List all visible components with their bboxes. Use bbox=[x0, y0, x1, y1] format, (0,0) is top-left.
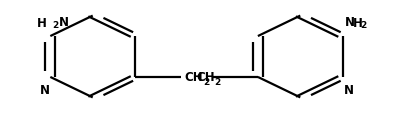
Text: 2: 2 bbox=[360, 21, 367, 30]
Text: 2: 2 bbox=[203, 77, 209, 86]
Text: H: H bbox=[37, 17, 46, 30]
Text: CH: CH bbox=[185, 71, 203, 84]
Text: H: H bbox=[353, 17, 362, 30]
Text: N: N bbox=[343, 83, 354, 96]
Text: N: N bbox=[39, 83, 50, 96]
Text: N: N bbox=[59, 16, 69, 29]
Text: N: N bbox=[345, 16, 354, 29]
Text: CH: CH bbox=[196, 71, 215, 84]
Text: 2: 2 bbox=[52, 21, 59, 30]
Text: 2: 2 bbox=[214, 77, 220, 86]
FancyBboxPatch shape bbox=[176, 66, 221, 91]
